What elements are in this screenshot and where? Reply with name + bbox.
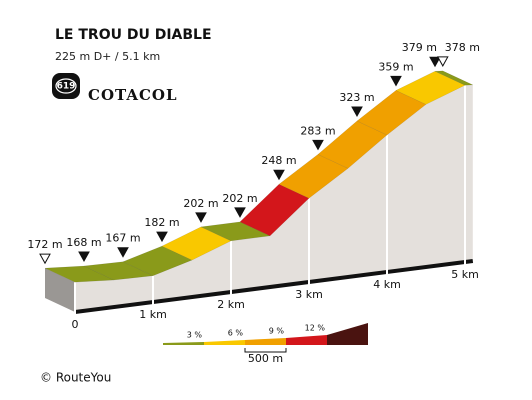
x-tick-label: 0 [72,318,79,331]
side-face [45,268,75,312]
scale-label: 500 m [248,352,283,365]
value-label: 202 m [222,192,257,205]
legend-swatch [245,338,286,345]
value-label: 283 m [300,124,335,137]
badge: 619 [57,82,76,92]
marker [117,247,129,258]
value-label: 182 m [144,216,179,229]
value-label: 379 m [402,41,437,54]
legend-swatch [327,323,368,345]
x-tick-label: 1 km [139,308,167,321]
legend-label: 9 % [269,327,285,336]
x-tick-label: 3 km [295,288,323,301]
marker [429,56,441,68]
credit: © RouteYou [40,371,111,385]
legend-swatch [204,340,245,345]
value-label: 378 m [445,41,480,54]
legend-label: 6 % [228,329,244,338]
baseline [74,259,474,314]
badge-ring [55,78,77,94]
value-label: 248 m [261,154,296,167]
x-tick-label: 4 km [373,278,401,291]
marker [195,212,207,223]
value-label: 323 m [339,91,374,104]
marker [39,253,51,265]
value-label: 172 m [27,238,62,251]
value-label: 168 m [66,236,101,249]
value-label: 167 m [105,232,140,245]
marker [156,231,168,243]
marker [234,207,246,218]
badge-bg [52,73,80,99]
value-label: 202 m [183,197,218,210]
marker [273,169,285,181]
x-tick-label: 2 km [217,298,245,311]
segment [434,70,473,86]
marker [390,75,402,87]
legend-swatch [163,342,204,345]
value-label: 359 m [378,60,413,73]
x-tick-label: 5 km [451,268,479,281]
marker [78,251,90,263]
title: LE TROU DU DIABLE [55,27,212,43]
brand: COTACOL [88,86,178,104]
front-face [75,84,473,312]
marker [436,56,449,67]
marker [312,139,324,151]
marker [351,106,363,117]
legend-swatch [286,335,327,345]
legend-label: 12 % [305,324,326,333]
subtitle: 225 m D+ / 5.1 km [55,50,160,63]
legend-label: 3 % [187,331,203,340]
scale-bar [244,348,287,353]
